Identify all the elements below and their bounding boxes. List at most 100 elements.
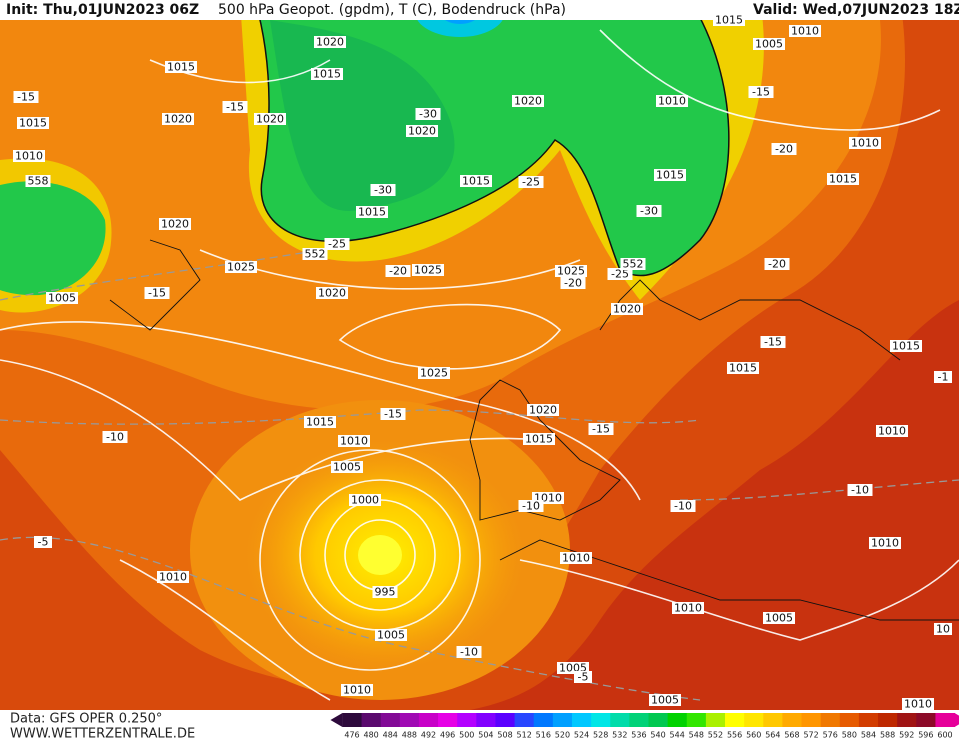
map (0, 0, 959, 710)
label-box (771, 143, 797, 155)
colorbar-label: 600 (937, 731, 952, 740)
label-box (13, 150, 45, 162)
colorbar-cell (705, 713, 726, 727)
contour-label: 1015 (829, 173, 857, 186)
colorbar-label: 484 (383, 731, 398, 740)
colorbar-label: 528 (593, 731, 608, 740)
label-box (159, 218, 191, 230)
colorbar-cell (820, 713, 841, 727)
colorbar-cell (916, 713, 936, 727)
contour-label: 1015 (313, 68, 341, 81)
label-box (672, 602, 704, 614)
label-box (375, 629, 407, 641)
label-box (460, 175, 492, 187)
label-box (418, 367, 450, 379)
contour-label: 552 (623, 258, 644, 271)
contour-label: -25 (328, 238, 346, 251)
contour-label: 1010 (159, 571, 187, 584)
label-box (314, 36, 346, 48)
colorbar-label: 556 (727, 731, 742, 740)
contour-label: 1020 (408, 125, 436, 138)
colorbar: 476 480 484 488 492 496 500 504 508 512 516 520 524 5… (330, 713, 959, 740)
contour-label: -15 (592, 423, 610, 436)
colorbar-label: 552 (708, 731, 723, 740)
label-box (588, 423, 614, 435)
colorbar-cell (514, 713, 535, 727)
contour-label: 1005 (377, 629, 405, 642)
label-box (656, 95, 688, 107)
label-box (934, 371, 952, 383)
colorbar-cell (457, 713, 477, 727)
label-box (574, 671, 592, 683)
contour-label: -15 (764, 336, 782, 349)
label-box (338, 435, 370, 447)
colorbar-label: 500 (459, 731, 474, 740)
contour-label: -15 (226, 101, 244, 114)
contour-label: 1015 (306, 416, 334, 429)
contour-label: -30 (640, 205, 658, 218)
colorbar-cell (935, 713, 956, 727)
label-box (636, 205, 662, 217)
contour-label: -5 (578, 671, 589, 684)
colorbar-label: 504 (478, 731, 493, 740)
contour-label: 1020 (164, 113, 192, 126)
colorbar-cell (552, 713, 573, 727)
label-box (523, 433, 555, 445)
label-box (876, 425, 908, 437)
colorbar-label: 584 (861, 731, 876, 740)
label-box (512, 95, 544, 107)
valid-time: Valid: Wed,07JUN2023 18Z (753, 2, 959, 18)
contour-label: -15 (384, 408, 402, 421)
contour-label: 1025 (420, 367, 448, 380)
label-box (902, 698, 934, 710)
contour-label: 1010 (15, 150, 43, 163)
label-box (162, 113, 194, 125)
colorbar-cell (418, 713, 439, 727)
contour-label: 1020 (318, 287, 346, 300)
colorbar-label: 580 (842, 731, 857, 740)
data-source: Data: GFS OPER 0.250° (10, 712, 162, 727)
contour-label: -10 (460, 646, 478, 659)
colorbar-label: 568 (784, 731, 799, 740)
colorbar-cell (629, 713, 649, 727)
contour-label: -20 (389, 265, 407, 278)
contour-label: 1020 (161, 218, 189, 231)
colorbar-label: 488 (402, 731, 417, 740)
colorbar-label: 592 (899, 731, 914, 740)
colorbar-cell (380, 713, 401, 727)
label-box (165, 61, 197, 73)
contour-label: -5 (38, 536, 49, 549)
label-box (302, 248, 328, 260)
label-box (456, 646, 482, 658)
contour-label: -10 (106, 431, 124, 444)
colorbar-cell (361, 713, 382, 727)
contour-label: -15 (17, 91, 35, 104)
label-box (670, 500, 696, 512)
label-box (324, 238, 350, 250)
contour-label: 1020 (514, 95, 542, 108)
contour-label: 1005 (48, 292, 76, 305)
label-box (607, 268, 633, 280)
colorbar-cell (648, 713, 669, 727)
contour-label: 1015 (167, 61, 195, 74)
contour-label: -15 (148, 287, 166, 300)
contour-label: 1020 (256, 113, 284, 126)
colorbar-cell (897, 713, 917, 727)
contour-label: -25 (522, 176, 540, 189)
contour-label: 1010 (658, 95, 686, 108)
colorbar-cell (744, 713, 764, 727)
label-box (341, 684, 373, 696)
contour-label: 558 (28, 175, 49, 188)
colorbar-cell (801, 713, 822, 727)
colorbar-cell (782, 713, 803, 727)
label-box (763, 612, 795, 624)
label-box (827, 173, 859, 185)
colorbar-label: 492 (421, 731, 436, 740)
label-box (560, 552, 592, 564)
colorbar-cell (533, 713, 554, 727)
contour-label: 1025 (227, 261, 255, 274)
contour-label: 1010 (562, 552, 590, 565)
contour-label: 10 (936, 623, 950, 636)
contour-label: 1005 (333, 461, 361, 474)
